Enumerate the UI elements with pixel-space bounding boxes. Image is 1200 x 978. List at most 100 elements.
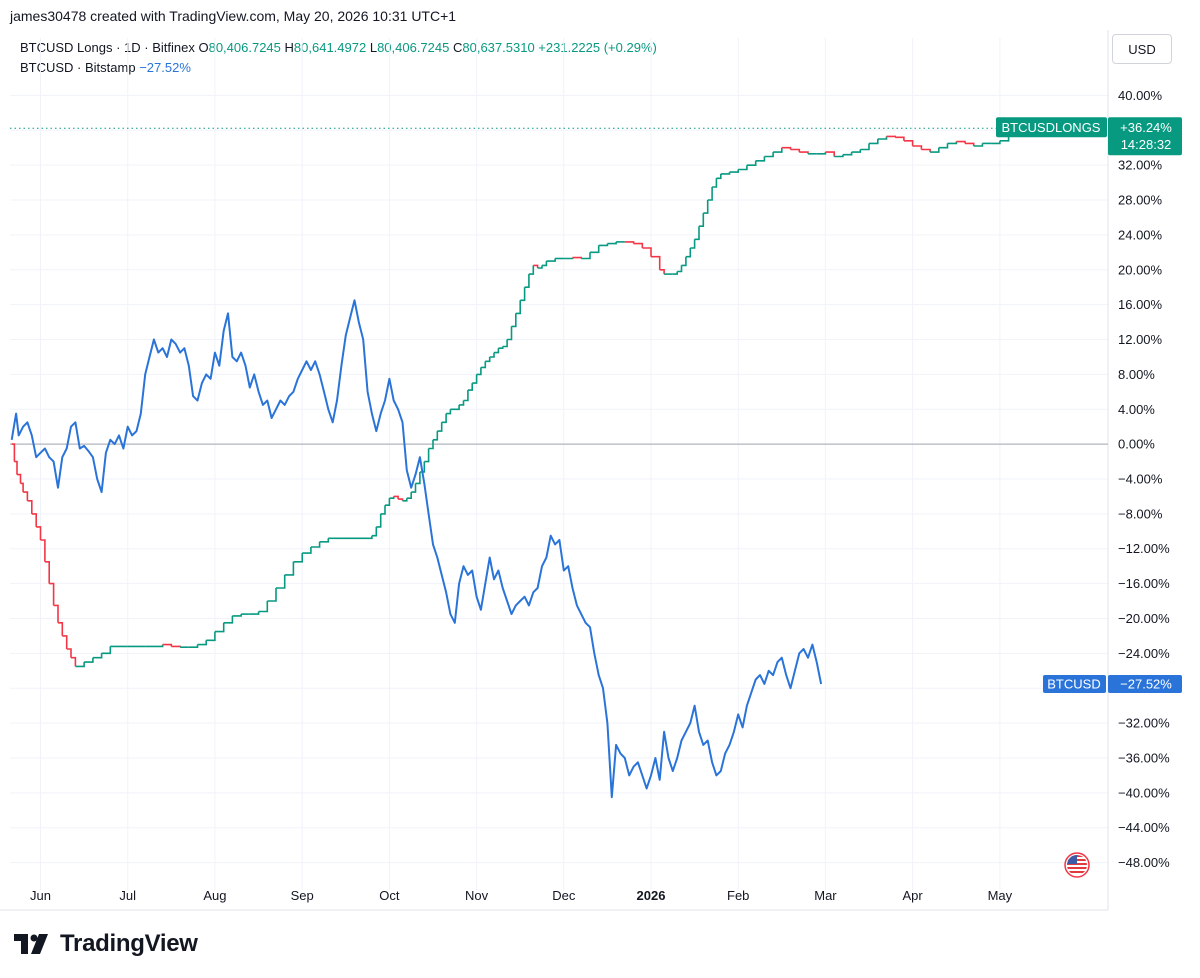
longs-step-segment — [402, 498, 408, 502]
longs-step-segment — [681, 256, 687, 267]
legend-btcusd-value: −27.52% — [139, 60, 191, 75]
longs-step-segment — [44, 561, 50, 584]
longs-step-segment — [947, 141, 958, 145]
longs-step-segment — [546, 258, 556, 262]
longs-step-segment — [459, 400, 465, 406]
longs-step-segment — [389, 496, 395, 499]
longs-step-segment — [476, 367, 482, 376]
longs-step-segment — [27, 500, 33, 514]
longs-step-segment — [930, 147, 940, 153]
longs-step-segment — [773, 147, 783, 153]
longs-step-segment — [411, 483, 417, 493]
longs-step-segment — [672, 271, 678, 275]
longs-step-segment — [415, 472, 421, 485]
longs-step-segment — [624, 241, 635, 244]
longs-step-segment — [912, 145, 923, 150]
longs-step-segment — [729, 169, 739, 173]
legend-longs-label: BTCUSD Longs · 1D · Bitfinex — [20, 40, 195, 55]
y-tick-label: −32.00% — [1118, 716, 1170, 731]
longs-step-segment — [494, 348, 500, 354]
longs-step-segment — [249, 611, 260, 615]
x-tick-label: Dec — [552, 888, 576, 903]
longs-step-segment — [659, 269, 665, 275]
longs-step-segment — [633, 242, 644, 248]
longs-step-segment — [528, 265, 535, 275]
longs-value-tag — [1108, 117, 1182, 156]
longs-step-segment — [11, 443, 16, 462]
y-tick-label: 20.00% — [1118, 262, 1163, 277]
y-tick-label: −40.00% — [1118, 785, 1170, 800]
x-tick-label: Apr — [903, 888, 924, 903]
longs-countdown-text: 14:28:32 — [1121, 137, 1172, 152]
us-flag-icon[interactable] — [1064, 852, 1090, 878]
longs-step-segment — [690, 239, 696, 249]
longs-step-segment — [319, 538, 330, 543]
y-tick-label: 40.00% — [1118, 88, 1163, 103]
longs-step-segment — [406, 492, 412, 499]
longs-step-segment — [428, 439, 434, 450]
btcusd-name-tag-text: BTCUSD — [1047, 677, 1100, 692]
y-tick-label: −4.00% — [1118, 472, 1163, 487]
longs-step-segment — [607, 241, 617, 245]
longs-step-segment — [380, 505, 386, 515]
longs-step-segment — [598, 243, 609, 247]
longs-step-segment — [572, 256, 582, 259]
longs-step-segment — [188, 644, 199, 648]
y-tick-label: 12.00% — [1118, 332, 1163, 347]
longs-step-segment — [895, 136, 905, 141]
longs-step-segment — [14, 460, 18, 475]
longs-step-segment — [542, 261, 548, 267]
longs-step-segment — [764, 152, 774, 158]
longs-step-segment — [498, 346, 504, 349]
longs-step-segment — [507, 326, 513, 341]
tradingview-brand[interactable]: TradingView — [12, 930, 198, 958]
longs-step-segment — [62, 635, 68, 649]
longs-step-segment — [49, 582, 55, 606]
longs-step-segment — [467, 383, 473, 391]
longs-step-segment — [903, 140, 914, 146]
longs-step-segment — [267, 588, 277, 602]
longs-step-segment — [860, 143, 870, 151]
x-tick-label: Mar — [814, 888, 837, 903]
longs-step-segment — [433, 431, 439, 441]
longs-step-segment — [75, 662, 85, 668]
longs-step-segment — [171, 645, 181, 648]
longs-step-segment — [511, 313, 517, 328]
longs-step-segment — [746, 160, 757, 166]
legend-close-label: C — [452, 40, 463, 55]
legend-longs[interactable]: BTCUSD Longs · 1D · Bitfinex O80,406.724… — [20, 40, 657, 55]
legend-high-value: 80,641.4972 — [293, 40, 367, 55]
longs-step-segment — [258, 601, 269, 613]
longs-step-segment — [651, 255, 661, 270]
y-tick-label: 28.00% — [1118, 193, 1163, 208]
x-tick-label: Jul — [119, 888, 136, 903]
longs-step-segment — [162, 643, 173, 647]
legend-btcusd[interactable]: BTCUSD · Bitstamp −27.52% — [20, 60, 191, 75]
longs-step-segment — [563, 257, 574, 260]
longs-step-segment — [206, 631, 216, 642]
longs-step-segment — [58, 622, 64, 636]
longs-step-segment — [524, 274, 530, 288]
longs-step-segment — [92, 653, 103, 659]
longs-step-segment — [707, 187, 713, 201]
longs-step-segment — [450, 404, 460, 411]
longs-step-segment — [677, 265, 683, 273]
y-tick-label: −36.00% — [1118, 750, 1170, 765]
longs-step-segment — [685, 248, 692, 258]
x-tick-label: Oct — [379, 888, 400, 903]
longs-step-segment — [537, 265, 543, 269]
x-tick-label: Nov — [465, 888, 489, 903]
longs-step-segment — [642, 247, 652, 257]
longs-step-segment — [276, 574, 286, 589]
longs-step-segment — [101, 646, 112, 655]
longs-step-segment — [816, 152, 827, 155]
longs-step-segment — [197, 640, 207, 646]
longs-step-segment — [886, 135, 896, 138]
longs-step-segment — [398, 498, 404, 501]
longs-step-segment — [790, 148, 801, 153]
longs-step-segment — [842, 152, 853, 156]
currency-button[interactable]: USD — [1112, 34, 1172, 64]
x-tick-label: May — [988, 888, 1013, 903]
y-tick-label: −16.00% — [1118, 576, 1170, 591]
